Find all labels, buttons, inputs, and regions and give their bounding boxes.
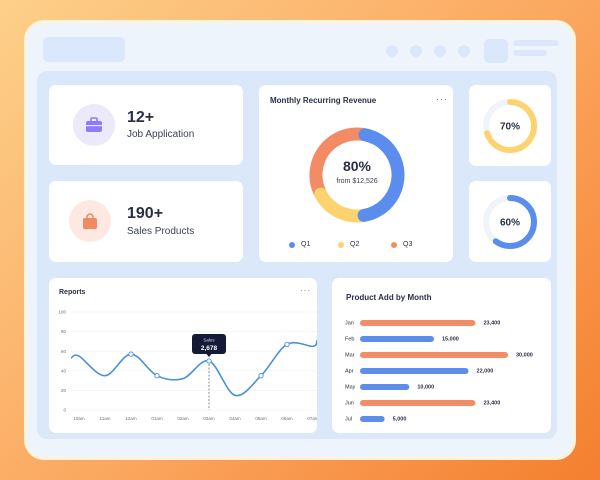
bar-category-label: May [345, 385, 356, 391]
bar-apr[interactable] [360, 368, 469, 374]
ring-1-label: 70% [500, 122, 520, 133]
bar-value-label: 15,000 [442, 337, 459, 343]
legend-q2: Q2 [338, 241, 359, 248]
y-tick-label: 0 [63, 408, 66, 413]
x-tick-label: 03am [203, 416, 215, 421]
bar-jul[interactable] [360, 416, 385, 422]
ring-gauge-1: 70% [483, 99, 537, 153]
user-name-placeholder [513, 40, 559, 46]
window-dot[interactable] [410, 45, 422, 57]
monthly-revenue-card: Monthly Recurring Revenue ··· 80% from $… [259, 85, 453, 262]
y-tick-label: 20 [61, 388, 67, 393]
bar-category-label: Apr [345, 369, 354, 375]
ring-card-2: 60% [469, 181, 551, 262]
job-application-count: 12+ [127, 109, 155, 126]
product-bar-chart: Jan 23,400 Feb 15,000 Mar 30,000 Apr 22,000 May 1… [345, 320, 533, 423]
data-point[interactable] [154, 373, 160, 379]
tooltip-value: 2,678 [201, 345, 218, 352]
reports-card: Reports ··· 0 20 40 60 80 100 10am 11am 12am 01am… [49, 278, 317, 433]
bar-feb[interactable] [360, 336, 434, 342]
shopping-bag-icon [69, 200, 111, 242]
x-tick-label: 07am [307, 416, 317, 421]
reports-title: Reports [59, 289, 86, 296]
job-application-label: Job Application [127, 129, 195, 140]
tooltip-title: Sales [203, 338, 215, 343]
bar-may[interactable] [360, 384, 410, 390]
legend-q1-label: Q1 [301, 241, 311, 248]
y-tick-label: 40 [61, 368, 67, 373]
bar-mar[interactable] [360, 352, 508, 358]
revenue-subtitle: from $12,526 [336, 178, 377, 185]
bar-value-label: 10,000 [417, 385, 434, 391]
tooltip-arrow [206, 354, 212, 357]
bar-category-label: Jan [345, 321, 354, 327]
job-application-card[interactable]: 12+ Job Application [49, 85, 243, 165]
bar-value-label: 23,400 [483, 401, 500, 407]
bar-category-label: Mar [345, 353, 355, 359]
legend-dot-icon [391, 241, 397, 248]
window-dot[interactable] [386, 45, 398, 57]
product-add-card: Product Add by Month Jan 23,400 Feb 15,000 M… [332, 278, 551, 433]
x-tick-label: 04am [229, 416, 241, 421]
data-point[interactable] [206, 358, 212, 364]
bar-value-label: 30,000 [516, 353, 533, 359]
donut-segment-q2[interactable] [308, 126, 405, 223]
data-point[interactable] [284, 341, 290, 347]
reports-menu-icon[interactable]: ··· [300, 286, 311, 295]
x-tick-label: 01am [151, 416, 163, 421]
reports-line-chart: 0 20 40 60 80 100 10am 11am 12am 01am 02am 03am 04am… [58, 310, 317, 421]
y-tick-label: 60 [61, 349, 67, 354]
ring-gauge-2: 60% [483, 195, 537, 249]
legend-q2-label: Q2 [350, 241, 360, 248]
briefcase-icon [73, 104, 115, 146]
logo-placeholder [43, 37, 125, 62]
legend-q1: Q1 [289, 241, 310, 248]
revenue-title: Monthly Recurring Revenue [270, 96, 377, 105]
y-tick-label: 80 [61, 329, 67, 334]
sales-products-card[interactable]: 190+ Sales Products [49, 181, 243, 262]
x-tick-label: 11am [100, 416, 111, 421]
ring-progress [483, 195, 537, 249]
bar-jun[interactable] [360, 400, 476, 406]
bar-category-label: Jul [345, 417, 352, 423]
x-tick-label: 06am [281, 416, 293, 421]
top-bar [27, 23, 573, 75]
window-dot[interactable] [434, 45, 446, 57]
x-tick-label: 10am [73, 416, 85, 421]
bar-value-label: 23,400 [483, 321, 500, 327]
avatar-placeholder[interactable] [484, 39, 508, 63]
bar-jan[interactable] [360, 320, 476, 326]
donut-segment-q3[interactable] [308, 126, 405, 223]
sales-products-count: 190+ [127, 205, 164, 222]
bar-value-label: 22,000 [477, 369, 494, 375]
bar-category-label: Jun [345, 401, 354, 407]
user-role-placeholder [513, 50, 547, 56]
sales-products-label: Sales Products [127, 226, 195, 237]
legend-q3: Q3 [391, 241, 412, 248]
revenue-percent: 80% [343, 158, 372, 174]
y-tick-label: 100 [58, 310, 66, 315]
window-dot[interactable] [458, 45, 470, 57]
legend-dot-icon [289, 241, 295, 248]
x-tick-label: 05am [255, 416, 267, 421]
donut-segment-q1[interactable] [308, 126, 405, 223]
tooltip-box [192, 334, 226, 354]
legend-q3-label: Q3 [403, 241, 413, 248]
ring-2-label: 60% [500, 218, 520, 229]
revenue-donut: 80% from $12,526 [308, 126, 405, 223]
bar-category-label: Feb [345, 337, 354, 343]
data-point[interactable] [258, 373, 264, 379]
product-add-title: Product Add by Month [346, 293, 432, 302]
sales-tooltip: Sales 2,678 [192, 334, 226, 357]
x-tick-label: 02am [177, 416, 189, 421]
ring-card-1: 70% [469, 85, 551, 166]
legend-dot-icon [338, 241, 344, 248]
ring-progress [483, 99, 537, 153]
revenue-menu-icon[interactable]: ··· [436, 94, 448, 104]
x-tick-label: 12am [125, 416, 137, 421]
bar-value-label: 5,000 [393, 417, 407, 423]
data-point[interactable] [128, 351, 134, 357]
